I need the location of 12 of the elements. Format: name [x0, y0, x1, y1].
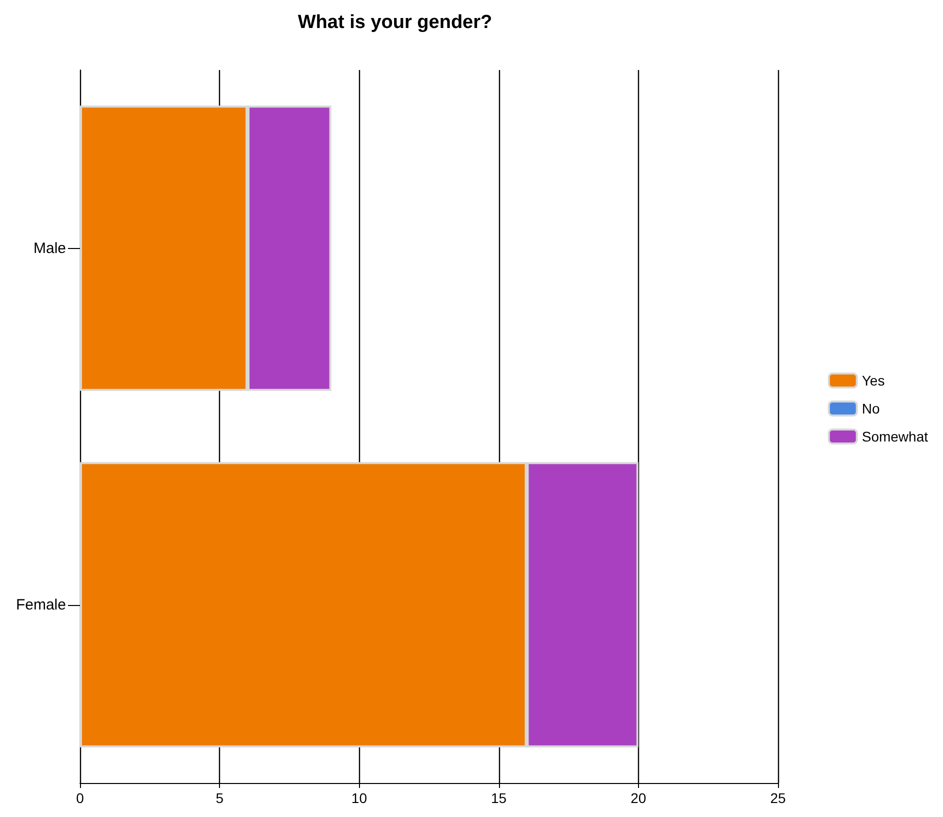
x-tick-label: 15	[491, 790, 507, 806]
y-tick-label: Male	[33, 240, 66, 257]
x-tick-label: 10	[351, 790, 368, 806]
legend-label: Yes	[862, 372, 885, 388]
x-tick-label: 5	[216, 790, 224, 806]
x-tick-label: 25	[770, 790, 786, 806]
chart-title: What is your gender?	[298, 12, 492, 33]
legend-label: Somewhat	[862, 428, 928, 444]
legend-label: No	[862, 400, 880, 416]
x-tick-label: 20	[630, 790, 646, 806]
y-tick-label: Female	[16, 596, 66, 614]
x-tick-label: 0	[76, 790, 84, 806]
